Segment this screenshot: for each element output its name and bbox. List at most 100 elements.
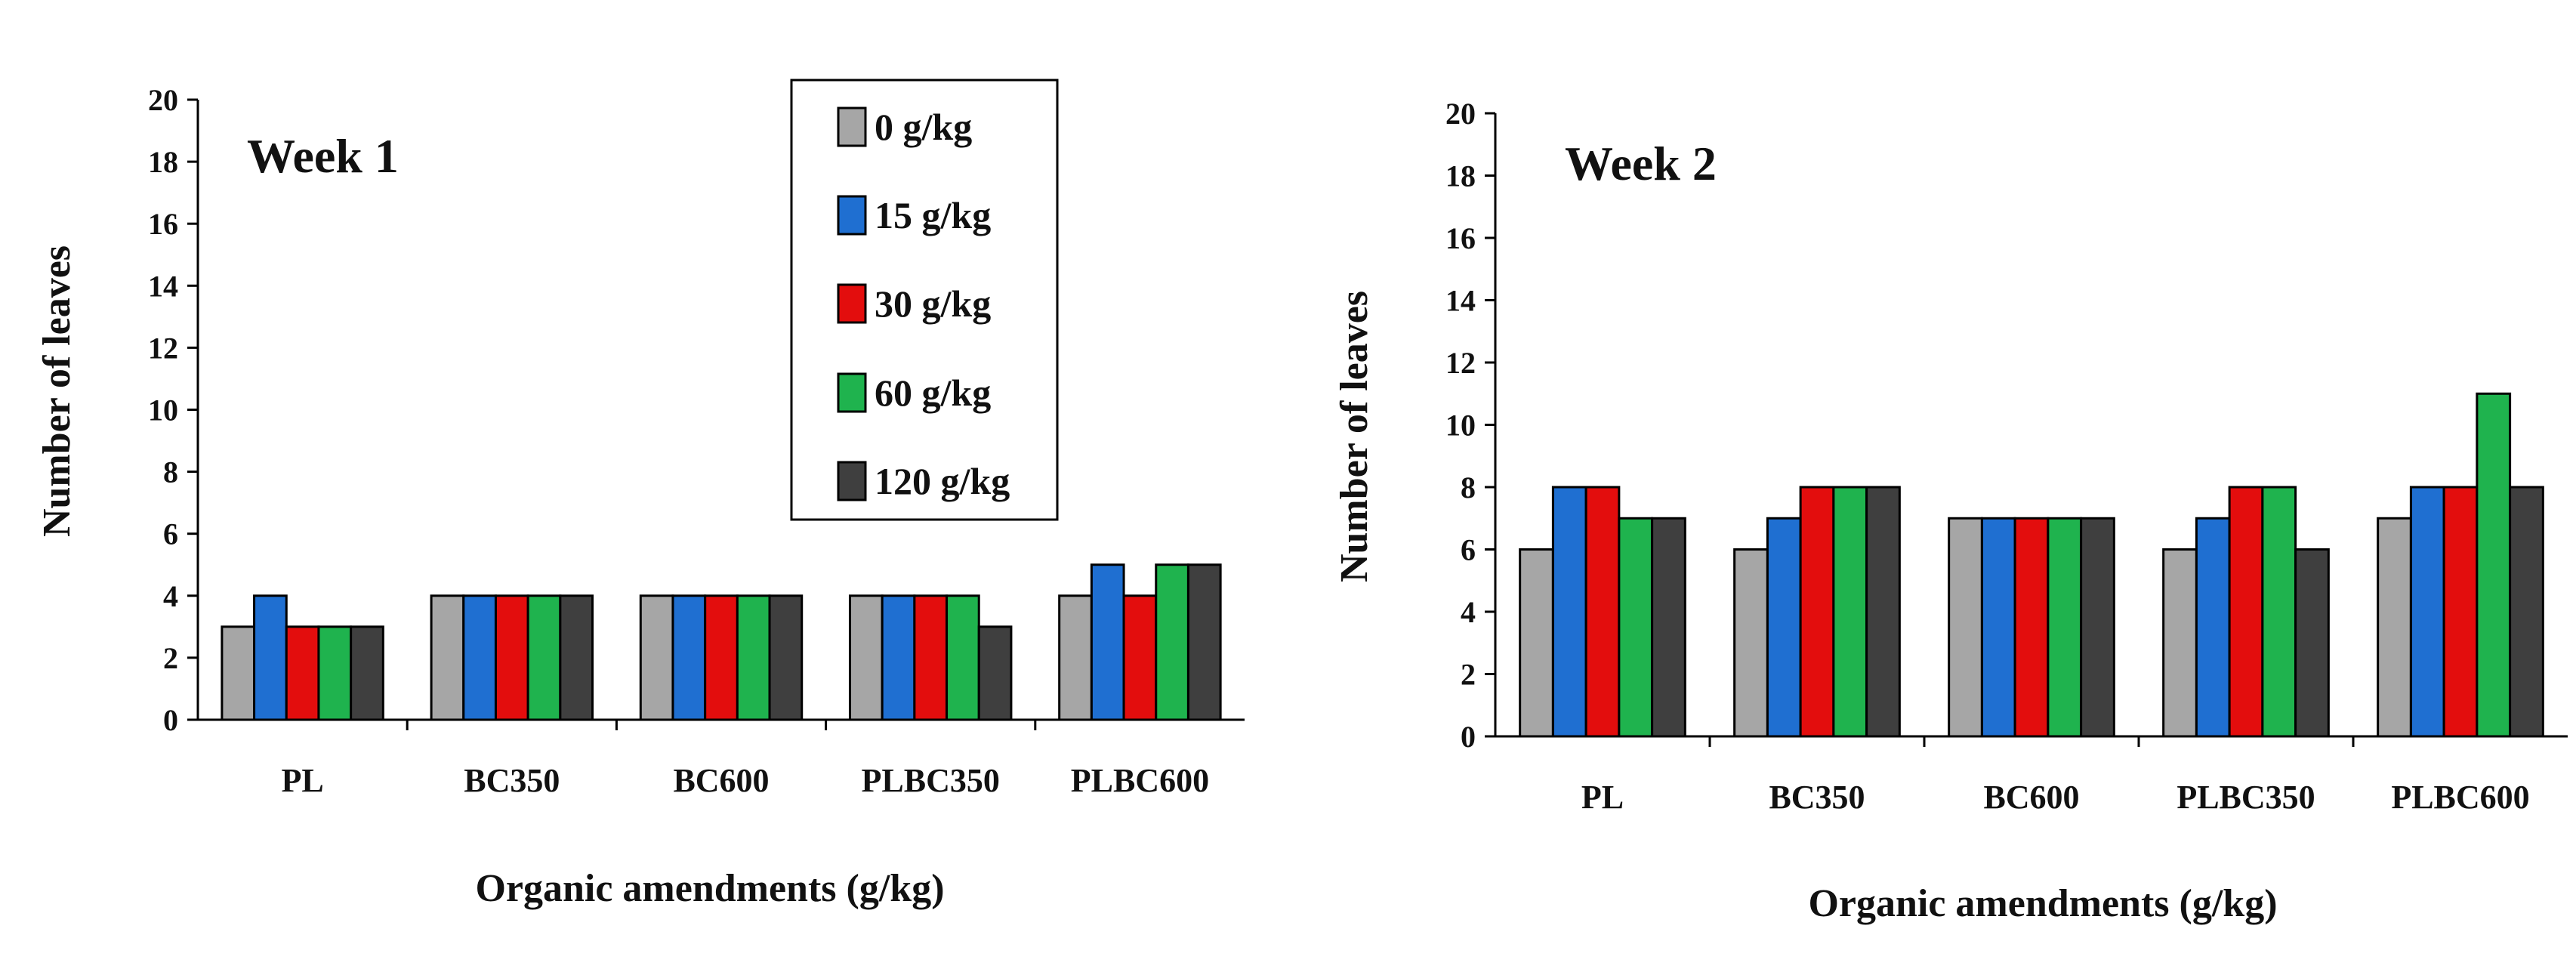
y-tick-label: 10 <box>148 393 178 427</box>
bar-bc350-0-g-kg <box>430 594 465 721</box>
bars <box>1519 392 2544 738</box>
legend-swatch-15-g-kg <box>837 195 867 236</box>
legend-swatch-120-g-kg <box>837 461 867 501</box>
category-labels: PL BC350 BC600 PLBC350 PLBC600 <box>1581 779 2530 816</box>
bar-bc350-60-g-kg <box>526 594 562 721</box>
y-tick-label: 12 <box>148 331 178 365</box>
bar-plbc600-120-g-kg <box>2509 486 2544 738</box>
y-tick-label: 20 <box>1445 97 1476 131</box>
bar-pl-0-g-kg <box>1519 548 1554 738</box>
legend-swatch-60-g-kg <box>837 372 867 413</box>
legend-label: 60 g/kg <box>875 372 991 414</box>
bar-pl-120-g-kg <box>350 625 384 721</box>
axes <box>187 98 1245 730</box>
bar-bc600-30-g-kg <box>2013 517 2050 738</box>
bar-pl-60-g-kg <box>317 625 353 721</box>
y-axis-title: Number of leaves <box>35 245 79 537</box>
bar-bc600-30-g-kg <box>704 594 739 721</box>
legend-items: 0 g/kg 15 g/kg 30 g/kg 60 g/kg 120 g/kg <box>837 106 1010 502</box>
bar-bc600-120-g-kg <box>2080 517 2115 738</box>
bar-plbc350-30-g-kg <box>913 594 949 721</box>
y-tick-label: 8 <box>163 455 178 489</box>
y-tick-label: 4 <box>163 579 178 613</box>
bar-bc600-60-g-kg <box>2047 517 2083 738</box>
bar-bc600-0-g-kg <box>1948 517 1983 738</box>
legend-swatch-30-g-kg <box>837 283 867 324</box>
x-category-label: PLBC350 <box>862 762 1000 799</box>
bar-bc600-60-g-kg <box>736 594 771 721</box>
x-category-label: BC350 <box>1769 779 1865 816</box>
chart-week-2: Week 2 Number of leaves Organic amendmen… <box>1333 97 2568 925</box>
y-tick-label: 6 <box>163 517 178 551</box>
y-tick-label: 12 <box>1445 346 1476 380</box>
bar-bc600-15-g-kg <box>671 594 707 721</box>
y-tick-label: 14 <box>148 269 178 303</box>
x-category-label: PLBC600 <box>2391 779 2529 816</box>
bar-bc350-15-g-kg <box>462 594 497 721</box>
bar-plbc350-15-g-kg <box>2195 517 2231 738</box>
y-tick-label: 20 <box>148 83 178 117</box>
bar-bc600-15-g-kg <box>1980 517 2016 738</box>
y-tick-label: 18 <box>1445 159 1476 193</box>
legend: 0 g/kg 15 g/kg 30 g/kg 60 g/kg 120 g/kg <box>790 79 1059 521</box>
bar-bc350-30-g-kg <box>1799 486 1835 738</box>
legend-swatch-0-g-kg <box>837 106 867 147</box>
bar-plbc350-60-g-kg <box>946 594 980 721</box>
x-category-label: BC600 <box>673 762 769 799</box>
y-tick-labels: 0 2 4 6 8 10 12 14 16 18 20 <box>148 83 178 737</box>
x-category-label: PL <box>1581 779 1624 816</box>
legend-label: 15 g/kg <box>875 194 991 236</box>
legend-label: 30 g/kg <box>875 282 991 325</box>
y-tick-label: 14 <box>1445 284 1476 318</box>
y-tick-label: 2 <box>1461 658 1476 692</box>
bar-bc350-15-g-kg <box>1766 517 1802 738</box>
bar-plbc350-0-g-kg <box>2162 548 2198 738</box>
bar-pl-60-g-kg <box>1618 517 1654 738</box>
x-category-label: BC350 <box>464 762 560 799</box>
bar-plbc350-120-g-kg <box>977 625 1013 721</box>
bar-plbc600-0-g-kg <box>1058 594 1093 721</box>
bar-plbc600-0-g-kg <box>2377 517 2412 738</box>
chart-title: Week 2 <box>1565 137 1717 190</box>
bar-bc350-120-g-kg <box>1865 486 1901 738</box>
bar-bc350-0-g-kg <box>1733 548 1769 738</box>
category-labels: PL BC350 BC600 PLBC350 PLBC600 <box>281 762 1209 799</box>
y-tick-label: 16 <box>148 207 178 241</box>
x-axis-title: Organic amendments (g/kg) <box>475 867 944 910</box>
bar-plbc350-120-g-kg <box>2294 548 2330 738</box>
x-category-label: PLBC350 <box>2176 779 2315 816</box>
bar-pl-15-g-kg <box>253 594 288 721</box>
x-category-label: PLBC600 <box>1071 762 1209 799</box>
bars <box>221 563 1222 721</box>
y-tick-label: 18 <box>148 145 178 179</box>
x-category-label: PL <box>281 762 323 799</box>
y-tick-label: 6 <box>1461 533 1476 567</box>
bar-bc350-120-g-kg <box>559 594 594 721</box>
bar-plbc350-60-g-kg <box>2261 486 2297 738</box>
y-axis-title: Number of leaves <box>1333 291 1376 582</box>
y-tick-label: 8 <box>1461 471 1476 504</box>
bar-bc600-0-g-kg <box>639 594 674 721</box>
y-tick-label: 0 <box>163 703 178 737</box>
y-tick-label: 10 <box>1445 409 1476 443</box>
bar-pl-15-g-kg <box>1551 486 1587 738</box>
bar-plbc600-60-g-kg <box>2476 392 2512 738</box>
bar-plbc350-0-g-kg <box>848 594 884 721</box>
bar-pl-30-g-kg <box>1584 486 1621 738</box>
x-category-label: BC600 <box>1983 779 2079 816</box>
chart-week-1: Week 1 Number of leaves Organic amendmen… <box>35 79 1245 910</box>
x-axis-title: Organic amendments (g/kg) <box>1808 882 2277 925</box>
chart-title: Week 1 <box>247 129 399 183</box>
legend-label: 120 g/kg <box>875 460 1010 502</box>
bar-plbc350-15-g-kg <box>881 594 916 721</box>
bar-bc600-120-g-kg <box>768 594 804 721</box>
legend-box <box>790 79 1059 521</box>
y-tick-label: 2 <box>163 641 178 675</box>
bar-pl-120-g-kg <box>1651 517 1686 738</box>
bar-bc350-60-g-kg <box>1832 486 1868 738</box>
y-tick-labels: 0 2 4 6 8 10 12 14 16 18 20 <box>1445 97 1476 754</box>
bar-pl-0-g-kg <box>221 625 256 721</box>
bar-pl-30-g-kg <box>285 625 320 721</box>
bar-plbc600-15-g-kg <box>2409 486 2445 738</box>
